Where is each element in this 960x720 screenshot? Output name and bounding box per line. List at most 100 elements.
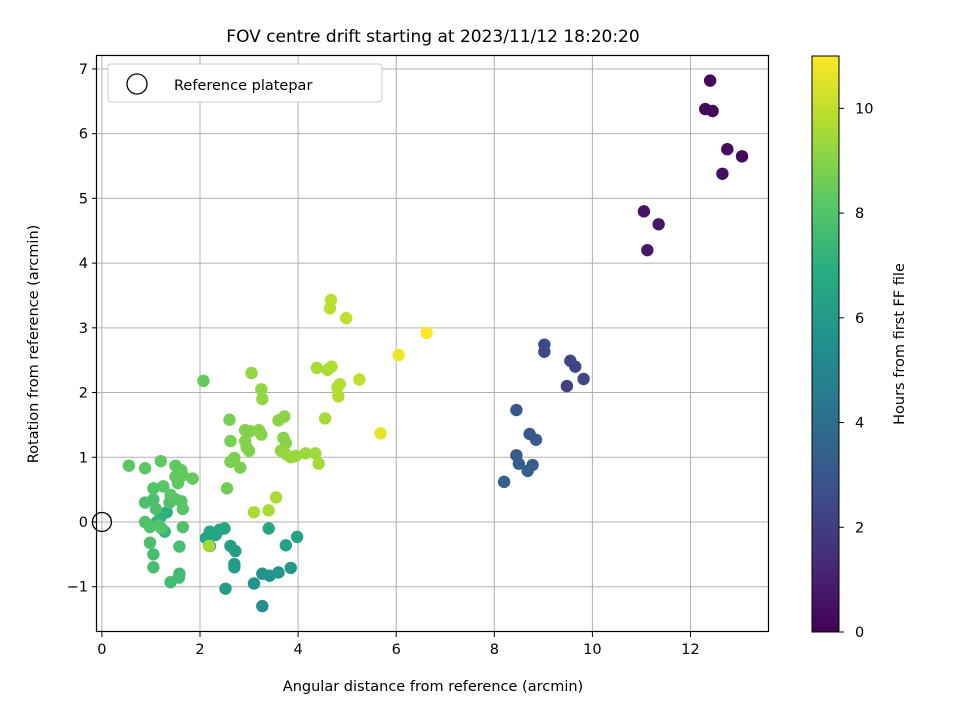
scatter-point bbox=[706, 104, 719, 118]
scatter-point bbox=[309, 447, 322, 460]
scatter-point bbox=[147, 493, 160, 506]
scatter-point bbox=[577, 372, 590, 386]
colorbar-tick-label: 8 bbox=[855, 206, 864, 222]
x-tick-label: 0 bbox=[97, 642, 106, 658]
y-tick-label: 7 bbox=[79, 62, 88, 78]
scatter-point bbox=[176, 469, 190, 482]
scatter-point bbox=[269, 491, 283, 504]
legend: Reference platepar bbox=[107, 63, 383, 103]
y-tick-label: 5 bbox=[79, 191, 88, 207]
scatter-point bbox=[318, 412, 332, 425]
scatter-point bbox=[234, 461, 247, 474]
legend-marker-open-circle bbox=[126, 73, 148, 95]
scatter-point bbox=[262, 522, 275, 535]
scatter-point bbox=[420, 326, 433, 340]
scatter-point bbox=[290, 530, 304, 544]
x-tick-label: 8 bbox=[490, 642, 499, 658]
grid-lines bbox=[97, 56, 769, 632]
scatter-point bbox=[312, 457, 325, 470]
scatter-point bbox=[247, 577, 261, 590]
scatter-point bbox=[637, 205, 651, 218]
scatter-point bbox=[716, 167, 729, 180]
scatter-point bbox=[560, 379, 574, 393]
scatter-point bbox=[735, 150, 749, 163]
scatter-point bbox=[278, 410, 291, 423]
scatter-point bbox=[279, 539, 293, 552]
y-tick-label: 3 bbox=[79, 321, 88, 337]
scatter-point bbox=[512, 457, 526, 470]
colorbar: 0 2 4 6 8 10 Hours from first FF file bbox=[811, 55, 908, 641]
scatter-point bbox=[325, 360, 338, 373]
scatter-point bbox=[284, 561, 297, 575]
scatter-point bbox=[247, 506, 261, 519]
scatter-point bbox=[218, 522, 231, 535]
scatter-point bbox=[333, 377, 347, 391]
colorbar-axis: 0 2 4 6 8 10 bbox=[839, 101, 873, 641]
data-points bbox=[122, 74, 749, 613]
y-tick-label: 4 bbox=[79, 256, 88, 272]
legend-box bbox=[107, 63, 383, 103]
y-tick-label: 0 bbox=[79, 515, 88, 531]
scatter-point bbox=[228, 561, 241, 574]
scatter-point bbox=[224, 539, 237, 553]
scatter-point bbox=[157, 480, 170, 493]
scatter-point bbox=[173, 567, 186, 580]
scatter-point bbox=[219, 582, 232, 595]
scatter-point bbox=[652, 218, 665, 231]
colorbar-label: Hours from first FF file bbox=[892, 263, 908, 425]
scatter-point bbox=[529, 433, 543, 446]
scatter-point bbox=[310, 361, 323, 375]
scatter-point bbox=[497, 475, 511, 489]
scatter-point bbox=[521, 464, 534, 478]
scatter-point bbox=[176, 520, 190, 534]
scatter-point bbox=[169, 459, 182, 472]
scatter-point bbox=[262, 504, 275, 517]
scatter-point bbox=[122, 459, 136, 472]
scatter-point bbox=[272, 566, 285, 579]
x-tick-label: 10 bbox=[583, 642, 601, 658]
scatter-point bbox=[164, 488, 177, 501]
scatter-point bbox=[332, 390, 345, 403]
scatter-point bbox=[289, 449, 302, 463]
scatter-point bbox=[353, 373, 366, 386]
colorbar-tick-label: 4 bbox=[855, 416, 864, 432]
scatter-point bbox=[147, 561, 160, 574]
y-tick-label: 1 bbox=[79, 450, 88, 466]
scatter-point bbox=[299, 447, 312, 460]
colorbar-gradient bbox=[812, 56, 839, 632]
scatter-point bbox=[392, 348, 405, 362]
scatter-point bbox=[324, 293, 338, 307]
scatter-point bbox=[143, 536, 157, 549]
scatter-point bbox=[224, 434, 237, 448]
scatter-point bbox=[147, 482, 160, 495]
y-axis: −1 0 1 2 3 4 5 6 7 bbox=[67, 62, 97, 596]
x-tick-label: 6 bbox=[392, 642, 401, 658]
scatter-point bbox=[255, 428, 268, 441]
scatter-point bbox=[245, 366, 258, 380]
scatter-point bbox=[255, 383, 268, 396]
scatter-point bbox=[242, 444, 256, 457]
x-tick-label: 4 bbox=[293, 642, 302, 658]
y-tick-label: 2 bbox=[79, 386, 88, 402]
y-tick-label: −1 bbox=[67, 580, 88, 596]
scatter-point bbox=[256, 392, 269, 406]
colorbar-tick-label: 6 bbox=[855, 311, 864, 327]
x-tick-label: 12 bbox=[681, 642, 699, 658]
scatter-point bbox=[154, 454, 167, 468]
scatter-point bbox=[339, 311, 353, 325]
scatter-point bbox=[173, 540, 186, 553]
scatter-point bbox=[703, 74, 717, 87]
scatter-point bbox=[569, 360, 582, 373]
colorbar-tick-label: 2 bbox=[855, 520, 864, 536]
scatter-point bbox=[197, 374, 210, 388]
x-tick-label: 2 bbox=[195, 642, 204, 658]
scatter-point bbox=[223, 413, 236, 426]
x-axis: 0 2 4 6 8 10 12 bbox=[97, 632, 700, 658]
scatter-point bbox=[147, 548, 160, 561]
colorbar-tick-label: 10 bbox=[855, 101, 873, 117]
y-axis-label: Rotation from reference (arcmin) bbox=[26, 225, 42, 464]
scatter-point bbox=[256, 599, 269, 613]
colorbar-tick-label: 0 bbox=[855, 625, 864, 641]
colorbar-frame bbox=[811, 55, 840, 633]
